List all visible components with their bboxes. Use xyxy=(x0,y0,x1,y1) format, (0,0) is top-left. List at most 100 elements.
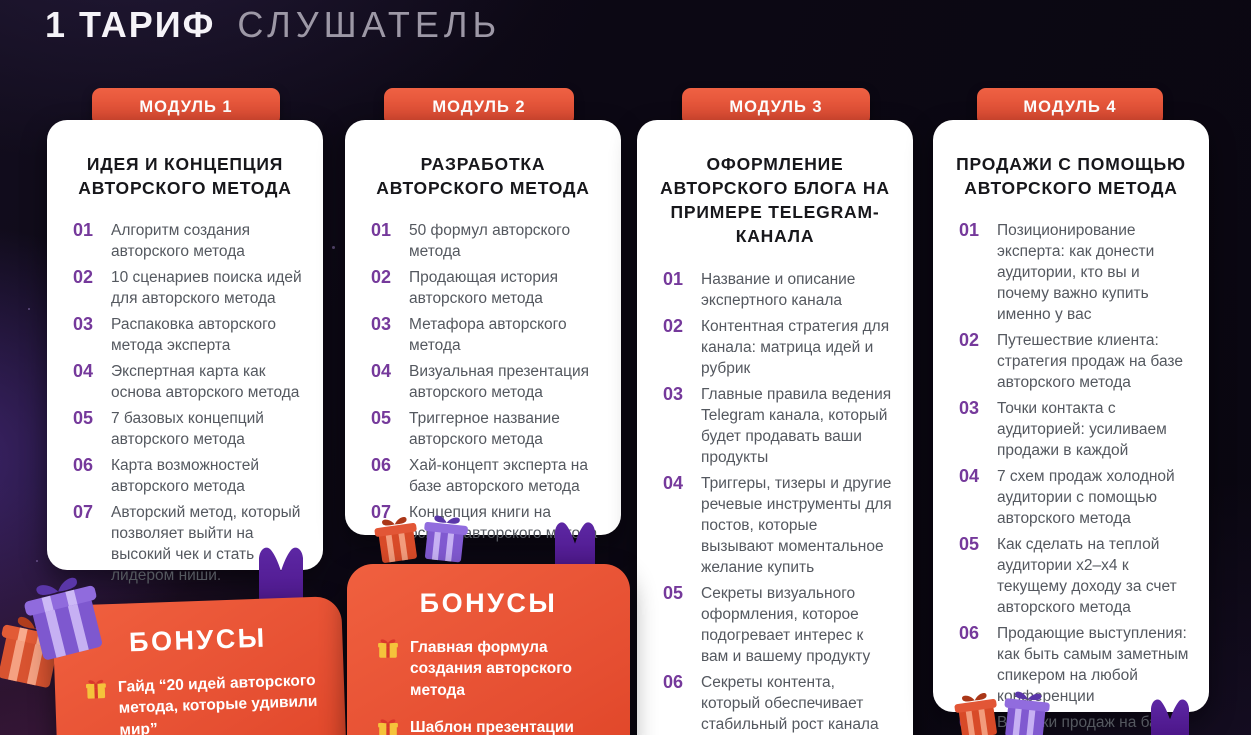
item-text: Распаковка авторского метода эксперта xyxy=(111,316,277,355)
course-item: 02 Путешествие клиента: стратегия продаж … xyxy=(959,330,1189,393)
course-item: 01 Название и описание экспертного канала xyxy=(663,269,893,311)
course-item: 03 Точки контакта с аудиторией: усиливаем… xyxy=(959,398,1189,461)
item-text: Контентная стратегия для канала: матрица… xyxy=(701,317,890,377)
item-text: Алгоритм создания авторского метода xyxy=(111,222,251,261)
sparkle-dot xyxy=(36,560,38,562)
module-4-heading: ПРОДАЖИ С ПОМОЩЬЮ АВТОРСКОГО МЕТОДА xyxy=(956,154,1186,199)
item-number: 01 xyxy=(73,220,94,241)
gift-icon xyxy=(377,637,399,701)
gift-illustration-purple xyxy=(424,515,468,563)
bonus-item: Шаблон презентации авторского метода xyxy=(377,717,606,735)
bonus-item-text: Шаблон презентации авторского метода xyxy=(410,719,574,735)
module-3-card: ОФОРМЛЕНИЕ АВТОРСКОГО БЛОГА НА ПРИМЕРЕ T… xyxy=(637,120,913,735)
item-number: 01 xyxy=(959,220,980,241)
course-item: 02 Продающая история авторского метода xyxy=(371,267,601,309)
tariff-number-label: 1 ТАРИФ xyxy=(45,4,216,45)
item-number: 06 xyxy=(73,455,94,476)
item-text: Точки контакта с аудиторией: усиливаем п… xyxy=(997,400,1167,460)
module-4-tab-label: МОДУЛЬ 4 xyxy=(1023,97,1117,116)
course-item: 06 Хай-концепт эксперта на базе авторског… xyxy=(371,455,601,497)
bonus-item-text: Гайд “20 идей авторского метода, которые… xyxy=(117,671,318,735)
item-text: 50 формул авторского метода xyxy=(409,222,571,261)
course-item: 05 Триггерное название авторского метода xyxy=(371,408,601,450)
course-item: 04 Триггеры, тизеры и другие речевые инст… xyxy=(663,473,893,578)
module-3-heading: ОФОРМЛЕНИЕ АВТОРСКОГО БЛОГА НА ПРИМЕРЕ T… xyxy=(660,154,890,247)
gift-icon xyxy=(377,717,399,735)
item-text: 7 базовых концепций авторского метода xyxy=(111,410,264,449)
gift-illustration-red xyxy=(374,517,417,563)
course-item: 04 Экспертная карта как основа авторского… xyxy=(73,361,303,403)
item-number: 02 xyxy=(73,267,94,288)
item-number: 07 xyxy=(73,502,94,523)
item-number: 04 xyxy=(959,466,980,487)
bonus-item: Гайд “20 идей авторского метода, которые… xyxy=(85,670,322,735)
item-text: Главные правила ведения Telegram канала,… xyxy=(701,385,892,466)
course-item: 02 Контентная стратегия для канала: матри… xyxy=(663,316,893,379)
module-3-tab: МОДУЛЬ 3 xyxy=(682,88,870,126)
module-1-card: ИДЕЯ И КОНЦЕПЦИЯ АВТОРСКОГО МЕТОДА 01 Алг… xyxy=(47,120,323,584)
module-2-tab-label: МОДУЛЬ 2 xyxy=(432,97,526,116)
course-item: 03 Метафора авторского метода xyxy=(371,314,601,356)
item-number: 03 xyxy=(663,383,684,404)
item-number: 05 xyxy=(663,582,684,603)
item-number: 01 xyxy=(663,268,684,289)
module-1-heading: ИДЕЯ И КОНЦЕПЦИЯ АВТОРСКОГО МЕТОДА xyxy=(78,154,292,199)
course-item: 06 Карта возможностей авторского метода xyxy=(73,455,303,497)
course-item: 06 Продающие выступления: как быть самым … xyxy=(959,623,1189,707)
module-1-tab-label: МОДУЛЬ 1 xyxy=(139,97,233,116)
item-number: 04 xyxy=(663,472,684,493)
item-number: 03 xyxy=(371,314,392,335)
course-item: 02 10 сценариев поиска идей для авторског… xyxy=(73,267,303,309)
item-number: 04 xyxy=(73,361,94,382)
module-2-card: РАЗРАБОТКА АВТОРСКОГО МЕТОДА 01 50 формул… xyxy=(345,120,621,542)
item-number: 05 xyxy=(371,408,392,429)
course-item: 05 Секреты визуального оформления, которо… xyxy=(663,583,893,667)
course-item: 06 Секреты контента, который обеспечивает… xyxy=(663,672,893,735)
item-text: Секреты контента, который обеспечивает с… xyxy=(701,673,879,733)
item-text: Как сделать на теплой аудитории х2–х4 к … xyxy=(997,536,1177,617)
module-4-item-list: 01 Позиционирование эксперта: как донести… xyxy=(933,220,1209,735)
ribbon-bookmark xyxy=(1151,699,1189,735)
item-text: Визуальная презентация авторского метода xyxy=(409,363,590,402)
item-text: Авторский метод, который позволяет выйти… xyxy=(111,504,301,585)
item-text: Секреты визуального оформления, которое … xyxy=(701,584,871,665)
course-item: 01 Алгоритм создания авторского метода xyxy=(73,220,303,262)
bonus-item-text: Главная формула создания авторского мето… xyxy=(410,639,572,699)
item-number: 02 xyxy=(371,267,392,288)
module-4-tab: МОДУЛЬ 4 xyxy=(977,88,1163,126)
module-2-heading: РАЗРАБОТКА АВТОРСКОГО МЕТОДА xyxy=(376,154,590,199)
item-text: Путешествие клиента: стратегия продаж на… xyxy=(997,332,1183,392)
gift-illustration-purple xyxy=(24,577,102,660)
item-number: 03 xyxy=(73,314,94,335)
sparkle-dot xyxy=(28,308,30,310)
bonus-2-item-list: Главная формула создания авторского мето… xyxy=(347,619,630,735)
item-number: 03 xyxy=(959,398,980,419)
item-number: 04 xyxy=(371,361,392,382)
course-item: 03 Главные правила ведения Telegram канал… xyxy=(663,384,893,468)
item-text: 7 схем продаж холодной аудитории с помощ… xyxy=(997,468,1175,528)
item-text: Карта возможностей авторского метода xyxy=(111,457,259,496)
bonus-card-2: БОНУСЫ Главная формула создания авторско… xyxy=(347,564,630,735)
item-text: Название и описание экспертного канала xyxy=(701,270,856,309)
page-title: 1 ТАРИФ СЛУШАТЕЛЬ xyxy=(45,4,501,46)
item-number: 06 xyxy=(371,455,392,476)
course-item: 01 50 формул авторского метода xyxy=(371,220,601,262)
item-text: Триггеры, тизеры и другие речевые инстру… xyxy=(701,474,892,576)
gift-illustration-purple xyxy=(1004,691,1050,735)
course-item: 03 Распаковка авторского метода эксперта xyxy=(73,314,303,356)
bonus-item: Главная формула создания авторского мето… xyxy=(377,637,606,701)
item-number: 05 xyxy=(959,534,980,555)
item-number: 07 xyxy=(371,502,392,523)
item-number: 06 xyxy=(663,671,684,692)
module-1-tab: МОДУЛЬ 1 xyxy=(92,88,280,126)
item-text: Позиционирование эксперта: как донести а… xyxy=(997,222,1155,324)
course-item: 05 Как сделать на теплой аудитории х2–х4 … xyxy=(959,534,1189,618)
sparkle-dot xyxy=(332,246,335,249)
item-text: Хай-концепт эксперта на базе авторского … xyxy=(409,457,588,496)
course-item: 04 7 схем продаж холодной аудитории с пом… xyxy=(959,466,1189,529)
gift-icon xyxy=(85,677,109,735)
course-item: 01 Позиционирование эксперта: как донести… xyxy=(959,220,1189,325)
item-number: 02 xyxy=(663,315,684,336)
bonus-1-item-list: Гайд “20 идей авторского метода, которые… xyxy=(54,651,347,735)
